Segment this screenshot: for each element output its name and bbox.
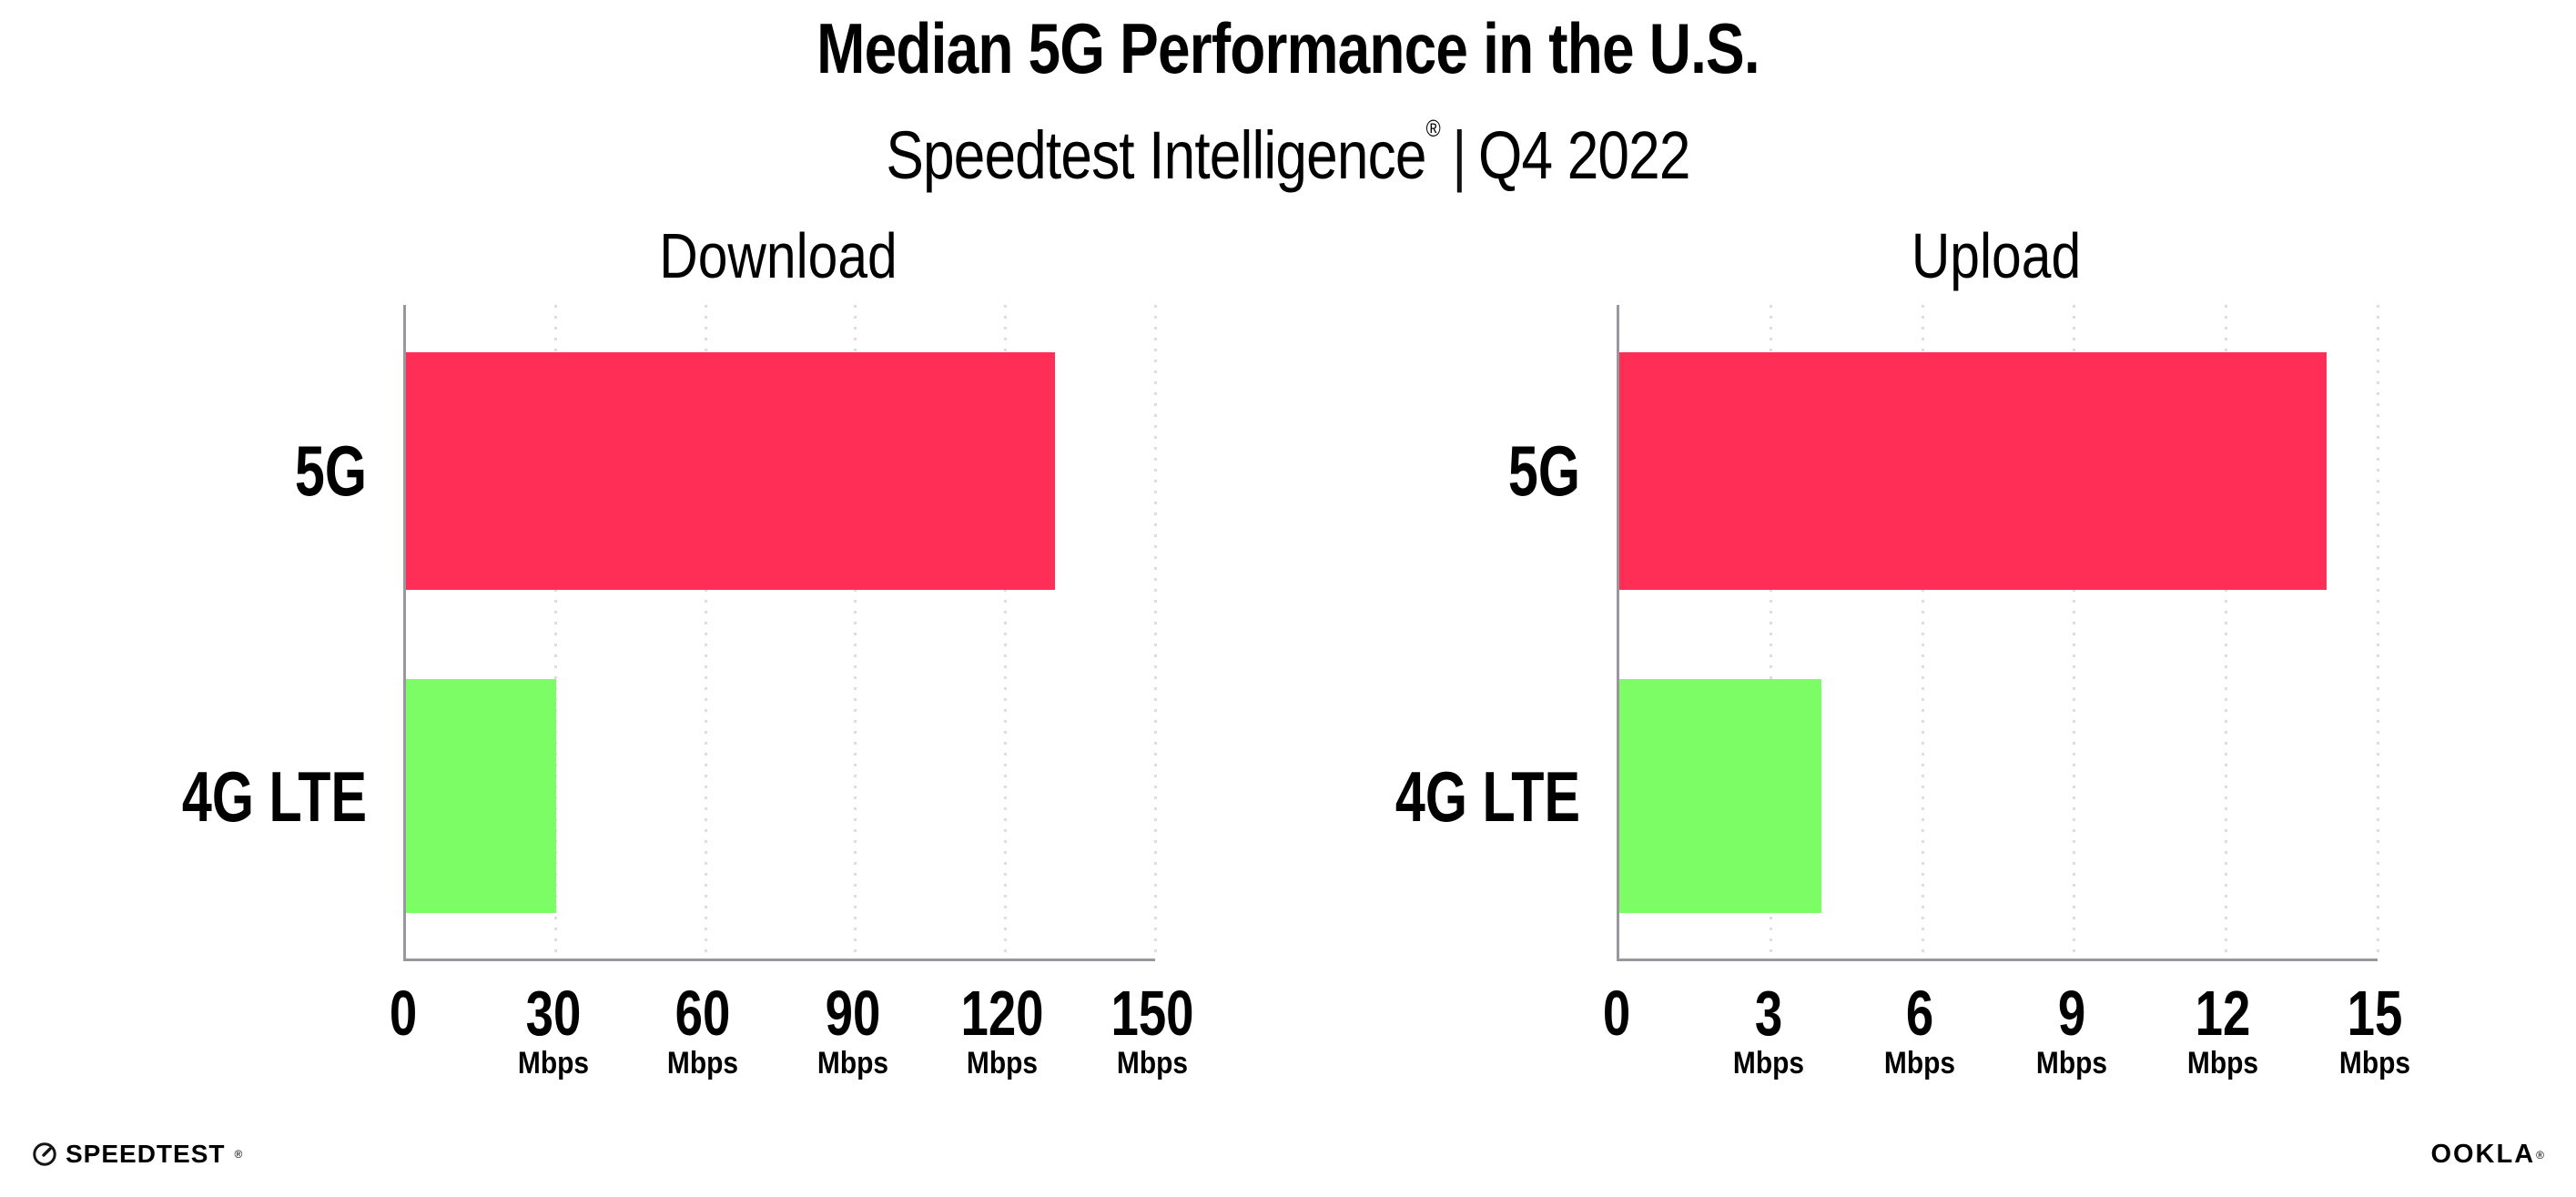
- gridline: [554, 305, 558, 959]
- plot-area: [403, 305, 1157, 961]
- gridline: [1153, 305, 1157, 959]
- x-tick-label: 0: [389, 978, 418, 1049]
- x-tick-unit: Mbps: [2035, 1046, 2107, 1080]
- gridline: [2376, 305, 2379, 959]
- x-tick-label: 15: [2347, 978, 2403, 1049]
- ookla-logo: OOKLA ®: [2430, 1140, 2544, 1170]
- x-tick-unit: Mbps: [2187, 1046, 2259, 1080]
- subtitle-period: Q4 2022: [1478, 117, 1690, 193]
- x-tick-unit: Mbps: [2338, 1046, 2411, 1080]
- speedtest-gauge-icon: [32, 1141, 57, 1167]
- gridline: [1770, 305, 1773, 959]
- x-tick-label: 150: [1111, 978, 1194, 1049]
- ookla-wordmark: OOKLA: [2430, 1140, 2536, 1169]
- x-tick-label: 3: [1754, 978, 1782, 1049]
- category-label: 4G LTE: [181, 756, 367, 837]
- x-tick-label: 120: [960, 978, 1044, 1049]
- speedtest-wordmark: SPEEDTEST: [66, 1140, 226, 1168]
- bar-4g-lte: [406, 679, 556, 913]
- x-tick-unit: Mbps: [967, 1046, 1039, 1080]
- page-title: Median 5G Performance in the U.S.: [816, 8, 1760, 88]
- category-label: 5G: [1507, 431, 1580, 511]
- subtitle-brand: Speedtest Intelligence: [886, 117, 1426, 193]
- page-subtitle: Speedtest Intelligence® | Q4 2022: [886, 89, 1690, 195]
- x-tick-unit: Mbps: [1732, 1046, 1804, 1080]
- speedtest-logo: SPEEDTEST ®: [32, 1140, 242, 1169]
- ookla-trademark: ®: [2536, 1148, 2544, 1161]
- x-tick-label: 0: [1602, 978, 1631, 1049]
- chart-title: Download: [658, 220, 898, 291]
- speedtest-trademark: ®: [234, 1148, 243, 1161]
- x-tick-unit: Mbps: [517, 1046, 589, 1080]
- plot-area: [1617, 305, 2379, 961]
- x-tick-label: 30: [525, 978, 581, 1049]
- gridline: [1921, 305, 1924, 959]
- bar-4g-lte: [1619, 679, 1822, 913]
- chart-title: Upload: [1911, 220, 2081, 291]
- x-tick-label: 90: [825, 978, 881, 1049]
- x-tick-label: 9: [2057, 978, 2085, 1049]
- x-tick-unit: Mbps: [667, 1046, 739, 1080]
- gridline: [854, 305, 857, 959]
- category-label: 5G: [294, 431, 367, 511]
- gridline: [1003, 305, 1007, 959]
- x-tick-label: 60: [674, 978, 731, 1049]
- x-tick-unit: Mbps: [1884, 1046, 1956, 1080]
- registered-mark: ®: [1425, 115, 1441, 142]
- bar-5g: [406, 352, 1056, 590]
- gridline: [2073, 305, 2076, 959]
- x-tick-unit: Mbps: [1116, 1046, 1189, 1080]
- bar-5g: [1619, 352, 2328, 590]
- gridline: [2224, 305, 2227, 959]
- x-tick-label: 6: [1906, 978, 1934, 1049]
- x-tick-unit: Mbps: [816, 1046, 888, 1080]
- subtitle-divider: |: [1452, 117, 1466, 193]
- category-label: 4G LTE: [1394, 756, 1580, 837]
- gridline: [704, 305, 707, 959]
- x-tick-label: 12: [2196, 978, 2251, 1049]
